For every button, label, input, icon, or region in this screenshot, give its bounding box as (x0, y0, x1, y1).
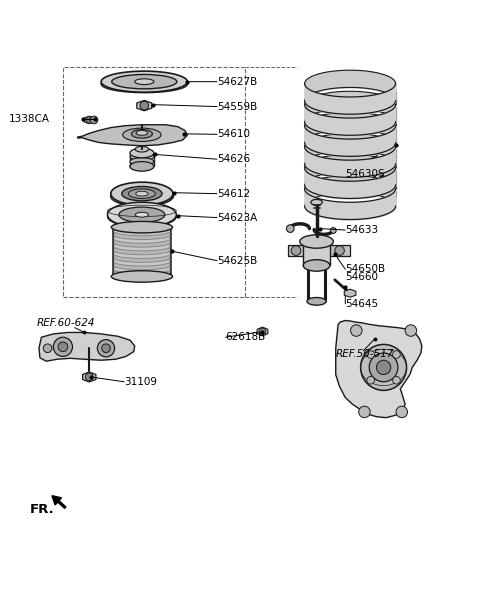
Ellipse shape (129, 189, 156, 198)
Text: 54627B: 54627B (217, 77, 257, 86)
Ellipse shape (132, 129, 153, 138)
Text: REF.60-624: REF.60-624 (36, 318, 95, 328)
Polygon shape (77, 125, 187, 146)
Polygon shape (328, 246, 350, 256)
Circle shape (291, 246, 301, 256)
Ellipse shape (111, 187, 173, 206)
Circle shape (335, 246, 344, 256)
Ellipse shape (113, 268, 170, 278)
Polygon shape (303, 241, 330, 265)
Ellipse shape (113, 245, 170, 254)
Text: 31109: 31109 (124, 377, 157, 387)
Circle shape (287, 225, 294, 232)
Text: 54610: 54610 (217, 129, 250, 139)
Circle shape (367, 350, 374, 358)
Circle shape (259, 328, 266, 335)
Circle shape (58, 342, 68, 352)
Circle shape (350, 325, 362, 336)
FancyArrow shape (52, 496, 66, 508)
Circle shape (393, 350, 400, 358)
Text: 54633: 54633 (345, 225, 378, 235)
Ellipse shape (122, 187, 162, 201)
Circle shape (53, 337, 72, 356)
Circle shape (86, 117, 93, 123)
Ellipse shape (111, 222, 172, 233)
Text: REF.50-517: REF.50-517 (336, 349, 394, 359)
Polygon shape (39, 333, 135, 361)
Ellipse shape (113, 222, 170, 232)
Ellipse shape (136, 191, 148, 196)
Circle shape (369, 353, 398, 382)
Ellipse shape (135, 212, 149, 217)
Polygon shape (83, 372, 96, 382)
Ellipse shape (111, 271, 172, 282)
Circle shape (97, 340, 115, 357)
Ellipse shape (130, 162, 154, 171)
Ellipse shape (111, 182, 173, 205)
Polygon shape (336, 321, 422, 418)
Circle shape (43, 344, 52, 353)
Ellipse shape (113, 253, 170, 262)
Text: 54650B: 54650B (345, 264, 385, 274)
Text: 62618B: 62618B (226, 332, 266, 342)
Circle shape (359, 406, 370, 418)
Text: 54626: 54626 (217, 154, 250, 164)
Ellipse shape (113, 238, 170, 247)
Text: 54625B: 54625B (217, 256, 257, 266)
Text: 54660: 54660 (345, 272, 378, 282)
Ellipse shape (113, 230, 170, 240)
Ellipse shape (130, 153, 154, 161)
Circle shape (405, 325, 417, 336)
Circle shape (360, 344, 407, 390)
Ellipse shape (130, 148, 154, 158)
Circle shape (102, 344, 110, 353)
Ellipse shape (136, 131, 148, 135)
Ellipse shape (135, 146, 149, 152)
Circle shape (367, 377, 374, 384)
Ellipse shape (113, 241, 170, 251)
Circle shape (376, 360, 391, 374)
Ellipse shape (113, 249, 170, 259)
Ellipse shape (101, 71, 187, 92)
Ellipse shape (113, 234, 170, 243)
Polygon shape (344, 289, 356, 297)
Circle shape (330, 228, 336, 234)
Ellipse shape (119, 207, 165, 222)
Ellipse shape (135, 79, 154, 85)
Text: 54623A: 54623A (217, 213, 257, 222)
Ellipse shape (112, 74, 177, 89)
Text: 54559B: 54559B (217, 101, 257, 111)
Ellipse shape (113, 226, 170, 236)
Text: 1338CA: 1338CA (9, 114, 50, 125)
Circle shape (140, 101, 149, 110)
Ellipse shape (303, 260, 330, 271)
Ellipse shape (123, 128, 161, 141)
Ellipse shape (130, 158, 154, 166)
Circle shape (85, 373, 93, 381)
Ellipse shape (300, 235, 333, 248)
Ellipse shape (130, 163, 154, 170)
Ellipse shape (113, 256, 170, 266)
Circle shape (396, 406, 408, 418)
Text: 54612: 54612 (217, 189, 250, 198)
Polygon shape (288, 246, 305, 256)
Circle shape (393, 377, 400, 384)
Circle shape (90, 116, 98, 124)
Text: FR.: FR. (29, 503, 54, 516)
Polygon shape (137, 101, 152, 111)
Ellipse shape (113, 272, 170, 281)
Ellipse shape (108, 206, 176, 227)
Text: 54630S: 54630S (345, 169, 385, 179)
Polygon shape (84, 116, 95, 124)
Polygon shape (257, 327, 268, 336)
Ellipse shape (307, 297, 326, 305)
Ellipse shape (113, 264, 170, 274)
Ellipse shape (108, 202, 176, 227)
Text: 54645: 54645 (345, 299, 378, 309)
Ellipse shape (101, 76, 187, 92)
Ellipse shape (311, 200, 323, 205)
Ellipse shape (113, 260, 170, 270)
